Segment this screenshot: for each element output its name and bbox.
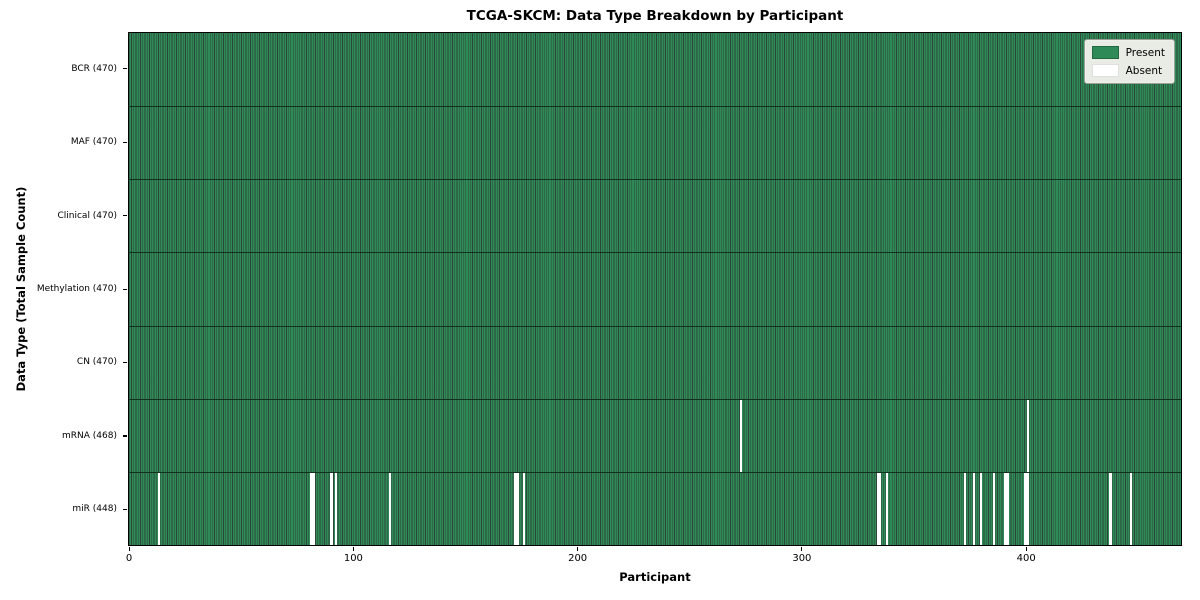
x-tick-mark [1025,547,1027,551]
x-tick-mark [577,547,579,551]
x-tick-mark [801,547,803,551]
absent-gap [516,472,519,545]
heatmap-row-methylation [129,252,1181,325]
absent-gap [1026,472,1029,545]
y-tick-label: Clinical (470) [57,210,117,221]
absent-gap [1109,472,1112,545]
heatmap-row-maf [129,106,1181,179]
y-tick-mark [123,141,127,143]
y-tick-label: CN (470) [76,357,117,368]
x-tick-mark [352,547,354,551]
legend-label: Present [1125,46,1165,59]
absent-gap [312,472,315,545]
absent-gap [878,472,882,545]
x-tick-label: 100 [343,553,363,564]
y-tick-mark [123,435,127,437]
absent-gap [1026,399,1029,472]
legend-item-absent: Absent [1091,64,1165,77]
y-tick-mark [123,215,127,217]
x-axis-label: Participant [619,570,691,584]
legend-label: Absent [1125,64,1163,77]
y-tick-label: MAF (470) [70,137,117,148]
y-tick-mark [123,361,127,364]
absent-gap [522,472,526,545]
absent-gap [876,472,879,545]
heatmap-row-cn [129,325,1181,399]
legend-item-present: Present [1091,46,1165,59]
absent-gap [1129,472,1132,545]
absent-gap [1024,472,1027,545]
absent-gap [330,472,333,545]
x-tick-label: 0 [125,553,133,564]
chart-title: TCGA-SKCM: Data Type Breakdown by Partic… [466,8,844,24]
y-tick-label: miR (448) [72,504,117,515]
x-tick-label: 200 [568,553,588,564]
y-tick-mark [123,508,127,510]
heatmap-row-clinical [129,179,1181,252]
legend: Present Absent [1083,39,1175,84]
heatmap-plot-area [128,32,1182,546]
legend-swatch-present [1091,46,1119,59]
heatmap-row-mir [129,471,1181,545]
x-axis-ticks: 0 100 200 300 400 [0,546,1200,576]
y-tick-mark [123,288,127,290]
y-tick-label: Methylation (470) [36,284,117,294]
absent-gap [310,472,313,545]
absent-gap [992,472,996,545]
absent-gap [513,472,517,545]
y-tick-mark [123,68,127,70]
absent-gap [963,472,967,545]
absent-gap [388,472,391,545]
absent-gap [158,472,161,545]
absent-gap [979,472,982,545]
x-tick-label: 300 [792,553,812,564]
absent-gap [885,472,888,545]
heatmap-row-mrna [129,398,1181,472]
x-tick-label: 400 [1016,553,1036,564]
absent-gap [1004,472,1007,545]
absent-gap [334,472,338,545]
absent-gap [972,472,976,545]
absent-gap [1006,472,1009,545]
absent-gap [740,399,743,472]
heatmap-row-bcr [129,33,1181,106]
legend-swatch-absent [1091,64,1119,77]
x-tick-mark [128,547,130,551]
y-tick-label: BCR (470) [71,63,117,74]
y-tick-label: mRNA (468) [62,430,117,441]
y-axis-tick-labels: BCR (470) MAF (470) Clinical (470) Methylat… [0,32,127,546]
